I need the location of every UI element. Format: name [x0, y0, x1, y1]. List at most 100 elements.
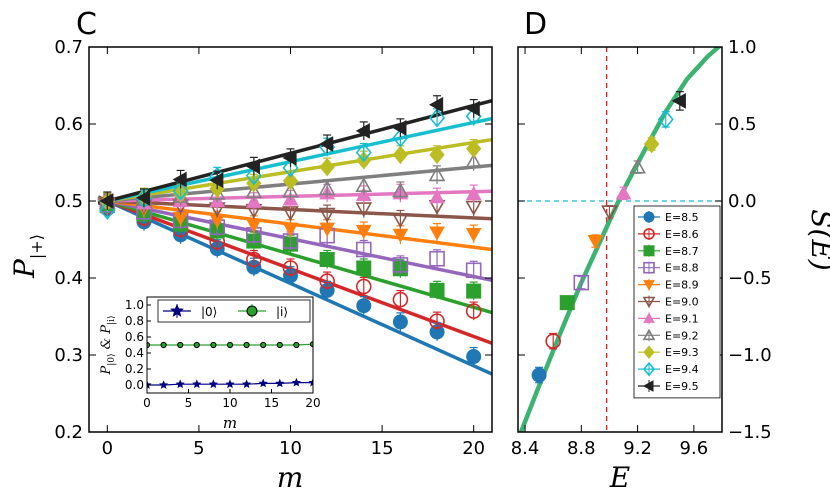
- inset-point: [175, 379, 185, 389]
- inset-legend-marker: [246, 305, 258, 317]
- inset-y-tick-label: 0.0: [125, 378, 144, 392]
- inset-point: [210, 341, 217, 349]
- inset-legend-box: [157, 299, 311, 323]
- data-point: [392, 257, 409, 273]
- data-point: [428, 166, 446, 182]
- inset-legend-label: |i⟩: [276, 305, 288, 319]
- inset-y-tick-label: 0.2: [125, 362, 144, 376]
- d-data-point: [559, 295, 575, 311]
- data-point: [282, 150, 297, 166]
- panel-d-clip-group: [518, 47, 722, 432]
- inset-point: [242, 379, 252, 389]
- data-point: [429, 282, 445, 298]
- d-x-tick-label: 9.6: [680, 438, 709, 459]
- inset-point: [275, 378, 285, 388]
- d-x-tick-label: 8.4: [511, 438, 540, 459]
- data-point: [172, 181, 189, 201]
- panel-c-label: C: [76, 7, 97, 42]
- inset-y-tick-label: 0.4: [125, 346, 144, 360]
- data-point: [465, 153, 483, 169]
- data-point: [318, 180, 336, 196]
- data-point: [392, 120, 407, 136]
- y-tick-label: 0.4: [54, 268, 83, 289]
- inset-point: [276, 341, 283, 349]
- d-legend-marker: [643, 245, 655, 257]
- panel-d-axes: 8.4 8.8 9.2 9.6 −1.5 −1.0 −0.5 0.0 0.5 1.0: [511, 37, 772, 459]
- data-point: [172, 171, 187, 188]
- data-point: [355, 278, 372, 295]
- d-legend-label: E=9.4: [665, 363, 699, 376]
- data-point: [392, 228, 409, 243]
- d-legend-marker: [642, 380, 654, 392]
- panel-d-plot: [518, 47, 722, 432]
- data-point: [99, 193, 114, 209]
- data-point: [246, 193, 262, 208]
- d-legend-label: E=9.0: [665, 296, 699, 309]
- data-point: [465, 303, 482, 319]
- d-legend-label: E=8.7: [665, 245, 699, 258]
- d-data-point: [644, 134, 660, 154]
- fit-line-0: [97, 195, 492, 376]
- x-tick-label: 15: [371, 438, 394, 459]
- panel-d-ylabel: S(E): [805, 209, 830, 270]
- inset-x-tick-label: 10: [222, 396, 237, 410]
- d-data-point: [629, 158, 646, 174]
- data-point: [429, 108, 446, 128]
- d-data-point: [587, 234, 604, 250]
- inset-point: [192, 379, 202, 389]
- data-point: [392, 314, 408, 330]
- data-point: [392, 213, 409, 229]
- data-point: [429, 250, 445, 267]
- d-legend-marker: [642, 361, 656, 377]
- x-tick-label: 20: [462, 438, 485, 459]
- inset-plot: [147, 341, 313, 389]
- data-point: [319, 157, 335, 177]
- data-point: [355, 224, 372, 240]
- panel-c-xlabel: m: [277, 461, 304, 494]
- inset-xlabel: m: [223, 414, 237, 432]
- data-point: [282, 222, 299, 237]
- data-point: [465, 262, 482, 279]
- y-tick-label: 0.2: [54, 422, 83, 443]
- inset-clip-group: [147, 341, 313, 389]
- data-point: [319, 273, 335, 289]
- panel-c-axes: 0 5 10 15 20 0.2 0.3 0.4 0.5 0.6 0.7: [54, 37, 492, 459]
- inset-point: [293, 341, 300, 349]
- data-point: [392, 128, 409, 148]
- data-point: [356, 260, 372, 276]
- inset-point: [258, 378, 268, 388]
- d-x-tick-label: 9.2: [623, 438, 652, 459]
- d-legend-label: E=9.3: [665, 346, 699, 359]
- data-point: [282, 260, 299, 276]
- data-point: [392, 182, 409, 198]
- panel-d-legend: E=8.5 E=8.6 E=8.7 E=8.8 E=8.9 E=9.0 E=9.1 E=9.2…: [633, 205, 721, 399]
- data-point: [392, 145, 409, 164]
- inset-legend: |0⟩ |i⟩: [157, 299, 311, 323]
- data-point: [355, 176, 373, 192]
- d-y-tick-label: −0.5: [728, 268, 772, 289]
- inset-point: [159, 380, 169, 389]
- inset-y-tick-label: 1.0: [125, 298, 144, 312]
- d-data-point: [601, 205, 618, 221]
- data-point: [246, 251, 262, 268]
- inset-point: [308, 377, 313, 387]
- panel-c-clip-group: [97, 95, 492, 376]
- y-tick-label: 0.3: [54, 345, 83, 366]
- data-point: [245, 183, 263, 199]
- y-tick-label: 0.5: [54, 191, 83, 212]
- panel-c-plot: [97, 95, 492, 376]
- d-legend-label: E=9.1: [665, 312, 699, 325]
- d-legend-label: E=8.9: [665, 279, 699, 292]
- d-legend-marker: [643, 312, 655, 323]
- data-point: [282, 182, 299, 198]
- inset-x-tick-label: 0: [143, 396, 151, 410]
- x-tick-label: 10: [279, 438, 302, 459]
- data-point: [429, 96, 444, 113]
- panel-d-xlabel: E: [609, 461, 630, 494]
- inset-point: [177, 341, 184, 349]
- inset-x-tick-label: 20: [305, 396, 320, 410]
- inset-point: [147, 341, 151, 349]
- data-point: [392, 291, 409, 308]
- d-legend-marker: [643, 280, 655, 291]
- inset-point: [243, 341, 250, 349]
